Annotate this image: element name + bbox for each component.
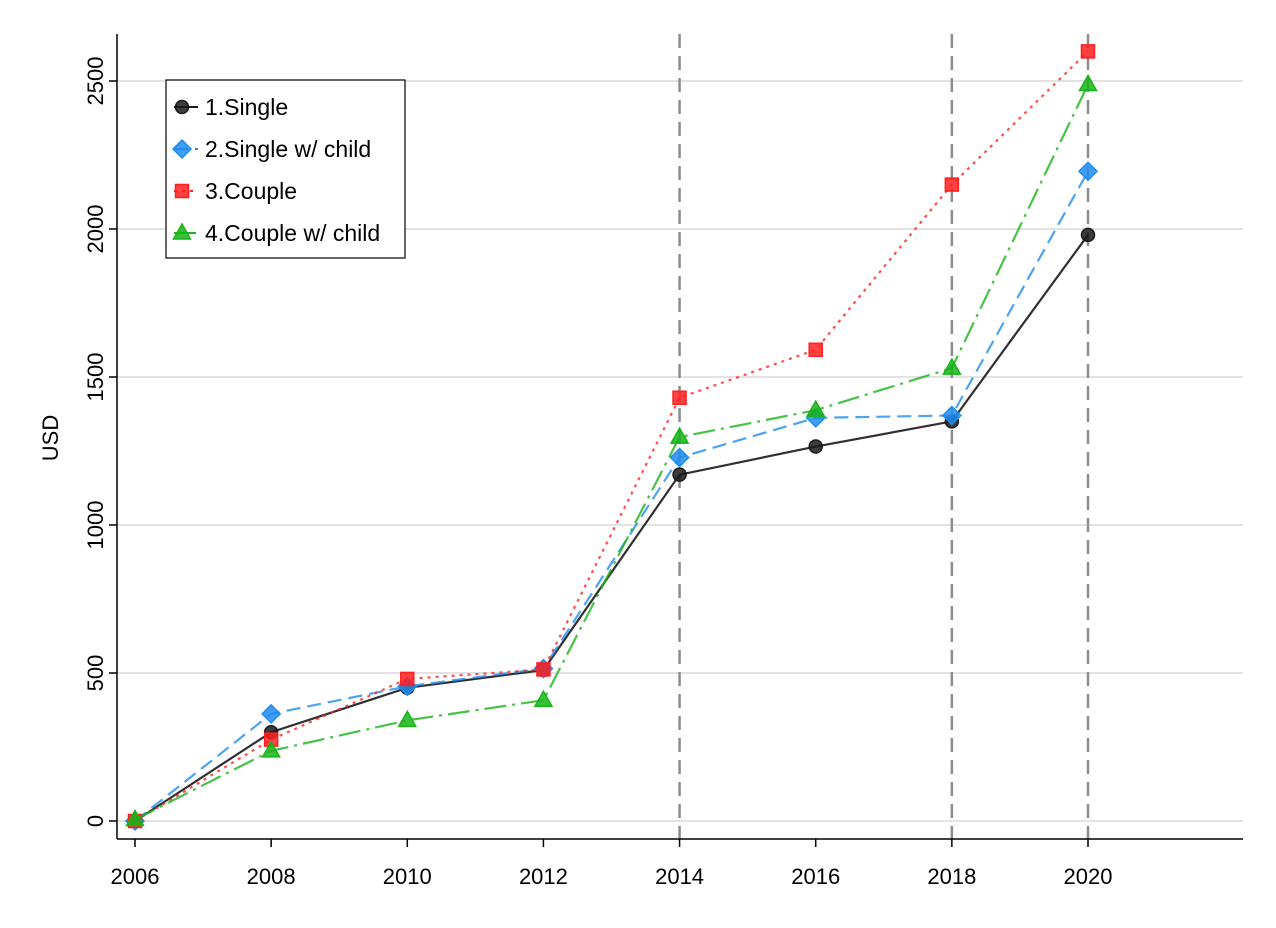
x-tick-label: 2016 xyxy=(791,864,840,889)
y-tick-label: 1000 xyxy=(83,501,108,550)
x-tick-label: 2014 xyxy=(655,864,704,889)
y-tick-label: 0 xyxy=(83,815,108,827)
data-point xyxy=(669,426,690,444)
data-point xyxy=(1077,161,1099,182)
data-point xyxy=(808,342,823,358)
data-point xyxy=(805,399,826,417)
data-point xyxy=(1080,227,1096,243)
data-point xyxy=(672,390,687,405)
data-point xyxy=(174,99,190,115)
series-line xyxy=(134,234,1089,822)
series xyxy=(124,44,1099,832)
data-point xyxy=(261,703,282,724)
data-point xyxy=(942,357,962,375)
x-ticks: 2006 2008 2010 2012 2014 2016 2018 2020 xyxy=(111,839,1113,889)
data-point xyxy=(174,183,190,199)
data-point xyxy=(261,740,281,758)
data-point xyxy=(941,405,962,426)
data-point xyxy=(1080,44,1096,59)
y-tick-label: 2500 xyxy=(83,57,108,106)
x-tick-label: 2012 xyxy=(519,864,568,889)
legend-item: 3.Couple xyxy=(174,178,297,204)
data-point xyxy=(672,467,687,482)
data-point xyxy=(536,662,551,677)
data-point xyxy=(533,689,554,707)
data-point xyxy=(125,808,145,827)
x-tick-label: 2020 xyxy=(1064,864,1113,889)
y-tick-label: 2000 xyxy=(83,205,108,254)
series-4 xyxy=(125,74,1098,827)
y-axis-title: USD xyxy=(38,415,63,461)
series-line xyxy=(134,170,1089,822)
y-tick-label: 500 xyxy=(83,655,108,692)
data-point xyxy=(171,138,193,160)
x-tick-label: 2008 xyxy=(247,864,296,889)
data-point xyxy=(669,447,690,468)
data-point xyxy=(172,222,192,240)
legend: 1.Single 2.Single w/ child 3.Couple 4.Coupl… xyxy=(165,79,406,259)
x-tick-label: 2018 xyxy=(927,864,976,889)
data-point xyxy=(397,709,418,728)
x-tick-label: 2010 xyxy=(383,864,432,889)
x-tick-label: 2006 xyxy=(111,864,160,889)
data-point xyxy=(944,177,960,192)
y-ticks: 0 500 1000 1500 2000 2500 xyxy=(83,57,117,827)
legend-label: 4.Couple w/ child xyxy=(205,220,380,246)
data-point xyxy=(1078,74,1098,92)
legend-label: 2.Single w/ child xyxy=(205,136,371,162)
reference-lines xyxy=(678,34,1090,839)
legend-item: 4.Couple w/ child xyxy=(172,220,380,246)
legend-label: 1.Single xyxy=(205,94,288,120)
legend-label: 3.Couple xyxy=(205,178,297,204)
y-tick-label: 1500 xyxy=(83,353,108,402)
series-line xyxy=(134,84,1089,821)
data-point xyxy=(400,671,415,687)
legend-item: 1.Single xyxy=(174,94,288,120)
data-point xyxy=(808,439,823,454)
legend-box xyxy=(165,79,406,259)
legend-item: 2.Single w/ child xyxy=(171,136,371,162)
